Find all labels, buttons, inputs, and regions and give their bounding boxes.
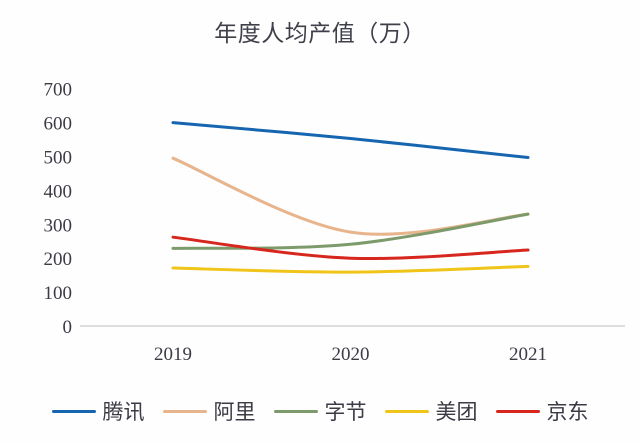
y-axis-tick: 300 [44,215,73,236]
series-line-腾讯 [171,121,530,160]
legend-swatch-line-icon [51,409,96,413]
legend-swatch-line-icon [495,409,540,413]
legend-label: 京东 [546,400,589,424]
x-axis-tick-labels: 2019 2020 2021 [154,344,547,365]
y-axis-tick: 100 [44,283,73,304]
x-axis-tick: 2021 [509,344,547,365]
legend-item[interactable]: 京东 [495,396,589,426]
legend-item[interactable]: 字节 [273,396,367,426]
legend-item[interactable]: 美团 [384,396,478,426]
legend-label: 美团 [435,400,478,424]
legend-label: 腾讯 [102,400,145,424]
y-axis-tick: 600 [44,114,73,135]
y-axis-tick: 0 [63,317,73,338]
legend-item[interactable]: 腾讯 [51,396,145,426]
y-axis-tick-labels: 700 600 500 400 300 200 100 0 [44,80,73,338]
chart-plot-area: 700 600 500 400 300 200 100 0 2019 2020 2021 [44,80,625,365]
legend-swatch-line-icon [273,409,318,413]
series-line-美团 [171,264,530,274]
legend-item[interactable]: 阿里 [162,396,256,426]
series-lines-group [171,121,530,274]
legend-label: 阿里 [213,400,256,424]
y-axis-tick: 700 [44,80,73,101]
series-line-字节 [171,212,530,250]
legend-swatch-line-icon [384,409,429,413]
y-axis-tick: 400 [44,181,73,202]
legend-label: 字节 [324,400,367,424]
x-axis-tick: 2019 [154,344,192,365]
series-line-京东 [171,235,530,260]
x-axis-tick: 2020 [332,344,370,365]
y-axis-tick: 500 [44,148,73,169]
chart-title: 年度人均产值（万） [214,21,426,46]
chart-legend: 腾讯 阿里 字节 美团 京东 [0,396,640,426]
y-axis-tick: 200 [44,249,73,270]
legend-swatch-line-icon [162,409,207,413]
